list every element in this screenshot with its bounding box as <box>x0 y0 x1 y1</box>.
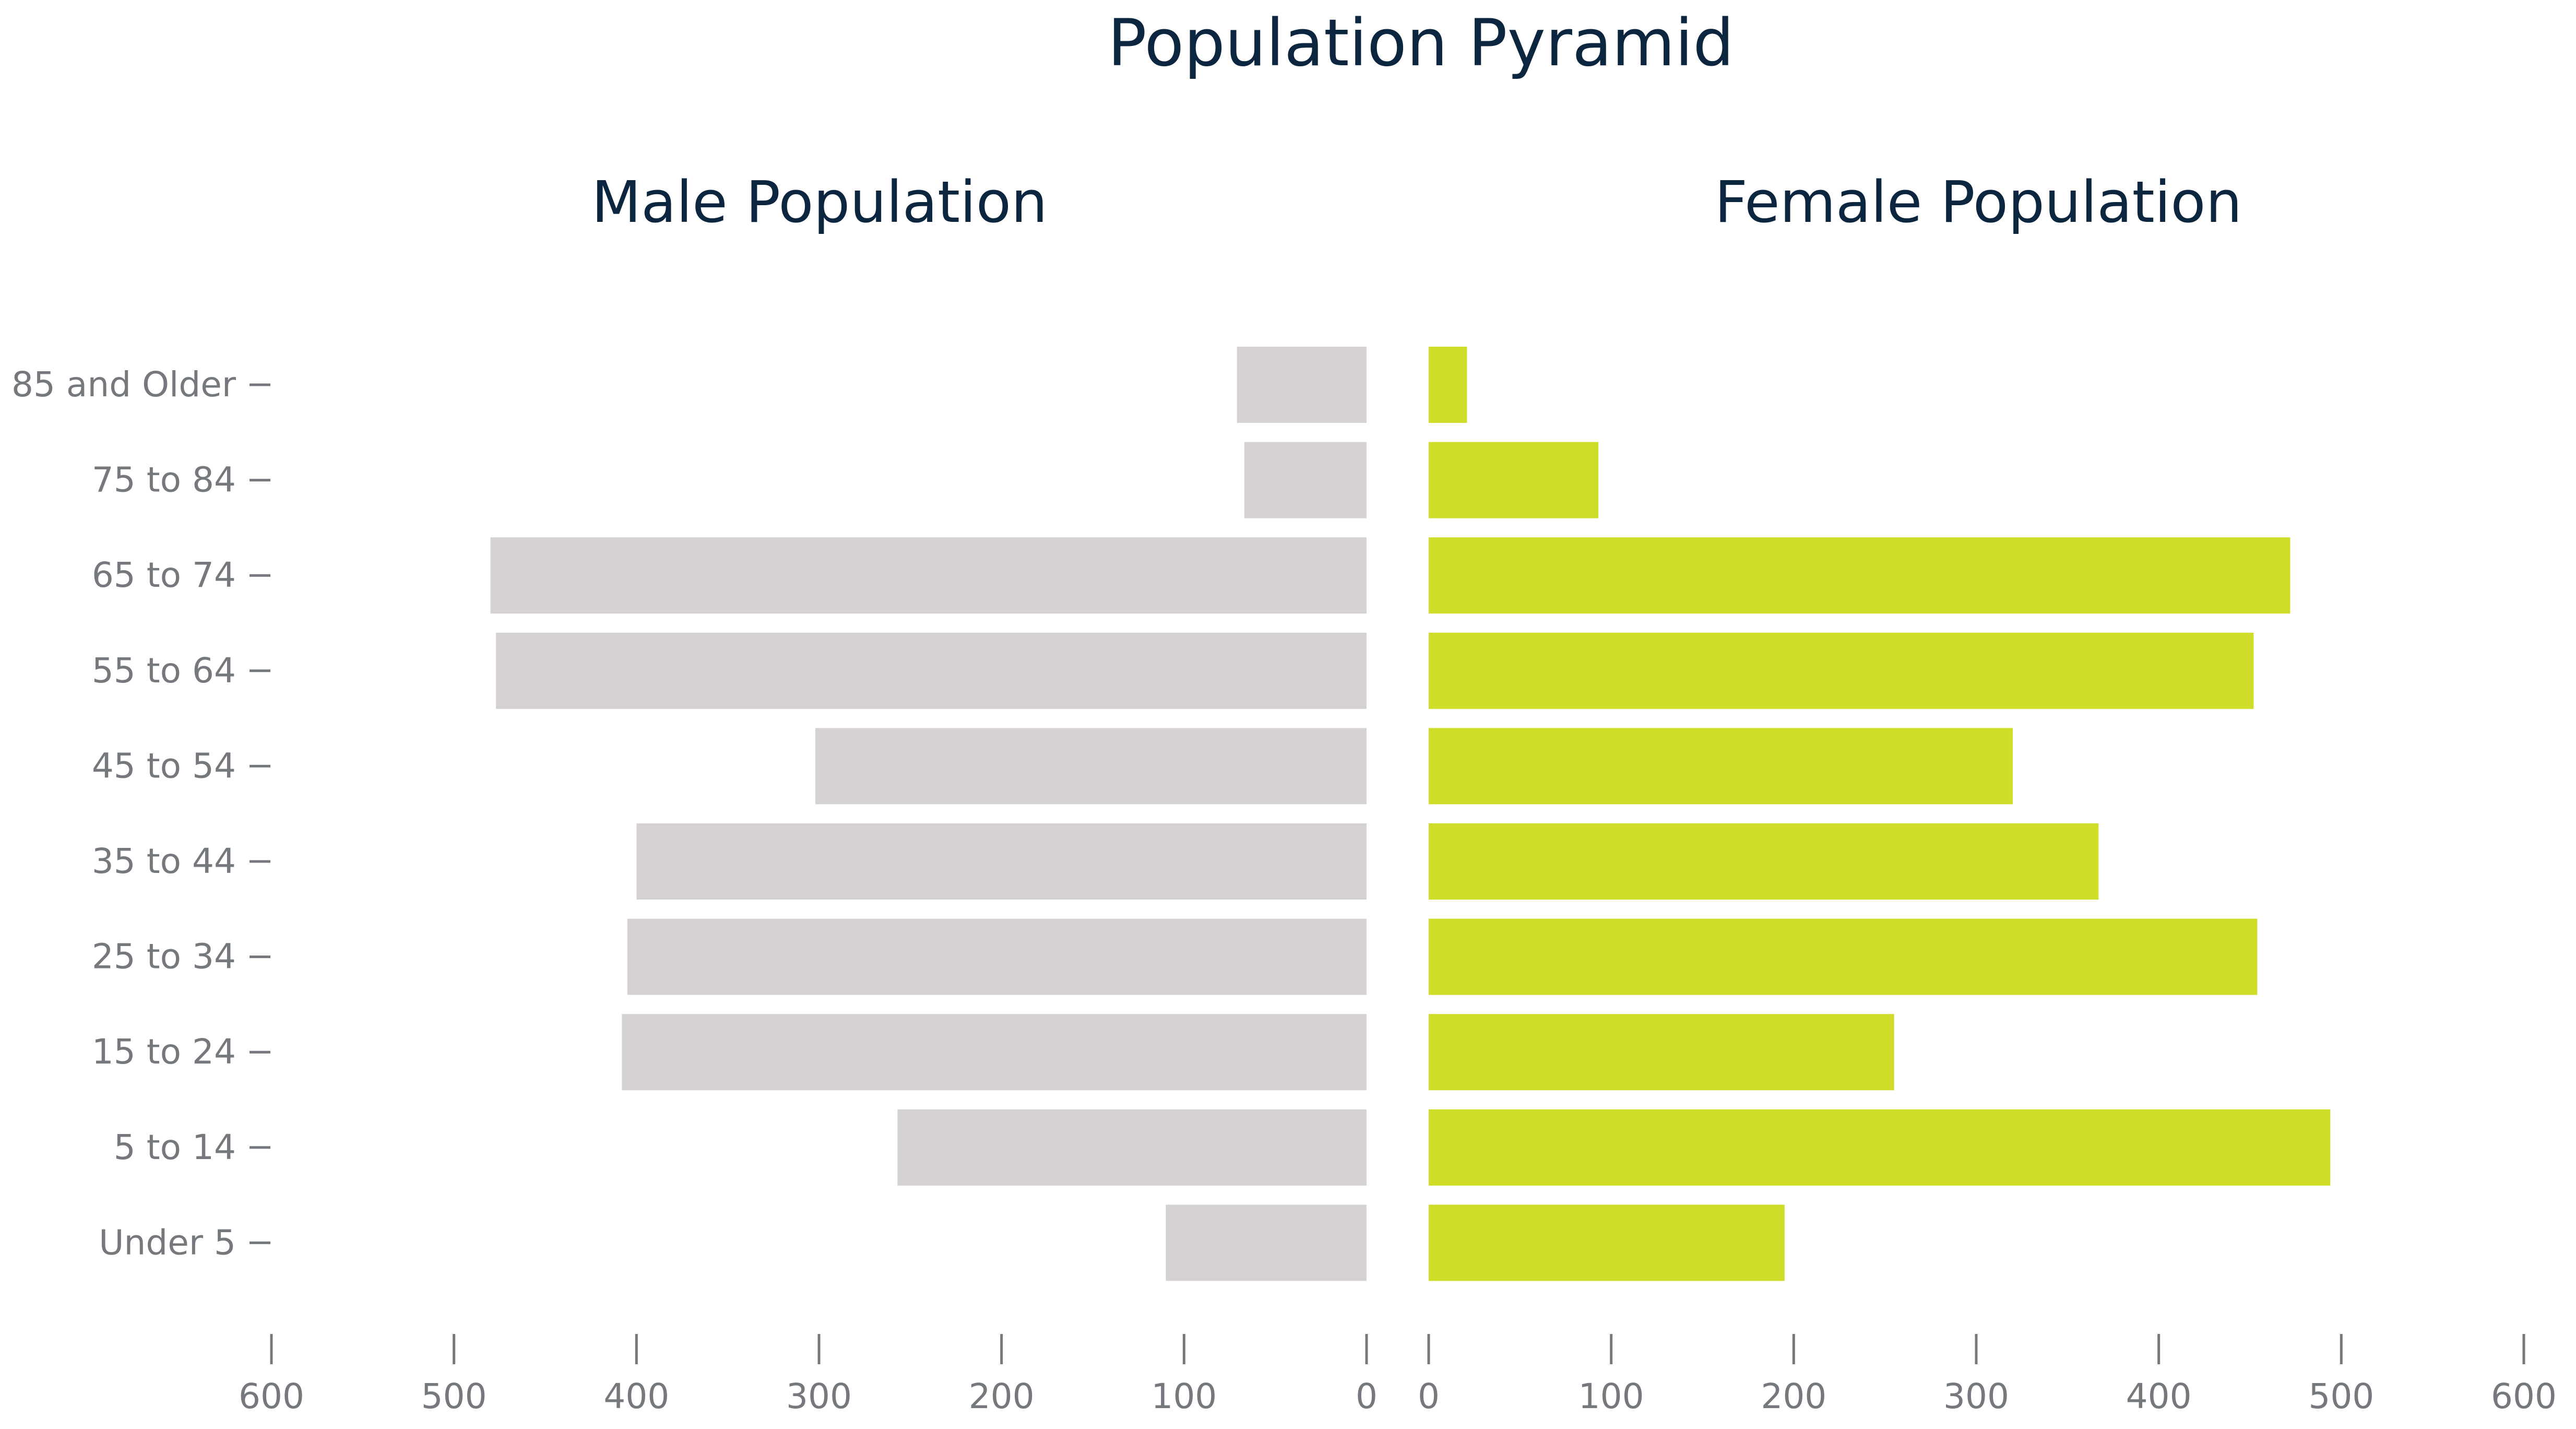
category-label-25-to-34: 25 to 34 <box>92 937 236 977</box>
male-axis-label-400: 400 <box>603 1376 669 1416</box>
female-bar-35-to-44 <box>1429 823 2099 900</box>
female-axis-label-400: 400 <box>2126 1376 2192 1416</box>
category-axis: 85 and Older 75 to 84 65 to 74 55 to 64 45 t… <box>11 364 270 1262</box>
male-bar-35-to-44 <box>636 823 1367 900</box>
male-bar-85-and-older <box>1237 347 1367 423</box>
male-bar-5-to-14 <box>897 1109 1367 1186</box>
category-label-85-and-older: 85 and Older <box>11 364 236 405</box>
male-axis-label-200: 200 <box>969 1376 1035 1416</box>
female-axis-label-300: 300 <box>1943 1376 2009 1416</box>
category-label-55-to-64: 55 to 64 <box>92 651 236 691</box>
female-panel-title: Female Population <box>1715 169 2242 235</box>
category-label-15-to-24: 15 to 24 <box>92 1032 236 1072</box>
male-bar-45-to-54 <box>815 728 1367 805</box>
category-label-35-to-44: 35 to 44 <box>92 841 236 881</box>
male-bar-15-to-24 <box>622 1014 1367 1091</box>
male-axis-label-300: 300 <box>786 1376 852 1416</box>
female-bar-5-to-14 <box>1429 1109 2331 1186</box>
female-bar-75-to-84 <box>1429 442 1599 518</box>
female-axis-label-200: 200 <box>1761 1376 1826 1416</box>
male-bar-25-to-34 <box>627 918 1367 995</box>
male-bar-75-to-84 <box>1244 442 1367 518</box>
category-label-45-to-54: 45 to 54 <box>92 746 236 786</box>
female-axis-label-500: 500 <box>2308 1376 2374 1416</box>
chart-title: Population Pyramid <box>1108 6 1734 81</box>
female-bar-15-to-24 <box>1429 1014 1894 1091</box>
female-bar-25-to-34 <box>1429 918 2258 995</box>
male-panel-title: Male Population <box>591 169 1047 235</box>
female-axis-label-100: 100 <box>1578 1376 1644 1416</box>
male-axis-label-500: 500 <box>421 1376 487 1416</box>
female-bar-under-5 <box>1429 1204 1785 1281</box>
female-bar-55-to-64 <box>1429 632 2254 709</box>
female-bar-85-and-older <box>1429 347 1467 423</box>
category-label-5-to-14: 5 to 14 <box>114 1127 236 1167</box>
male-axis-label-100: 100 <box>1151 1376 1217 1416</box>
female-axis-label-0: 0 <box>1418 1376 1440 1416</box>
male-axis-label-600: 600 <box>239 1376 304 1416</box>
female-bar-65-to-74 <box>1429 537 2290 614</box>
category-label-65-to-74: 65 to 74 <box>92 555 236 595</box>
male-bar-65-to-74 <box>490 537 1367 614</box>
female-bar-45-to-54 <box>1429 728 2013 805</box>
bars <box>490 347 2331 1281</box>
category-label-75-to-84: 75 to 84 <box>92 460 236 500</box>
male-bar-under-5 <box>1166 1204 1367 1281</box>
female-axis-label-600: 600 <box>2491 1376 2557 1416</box>
male-axis-label-0: 0 <box>1356 1376 1378 1416</box>
male-bar-55-to-64 <box>496 632 1367 709</box>
value-axes: 0 100 200 300 400 500 600 0 100 200 300 400 500 600 <box>239 1334 2557 1416</box>
category-label-under-5: Under 5 <box>99 1222 236 1262</box>
